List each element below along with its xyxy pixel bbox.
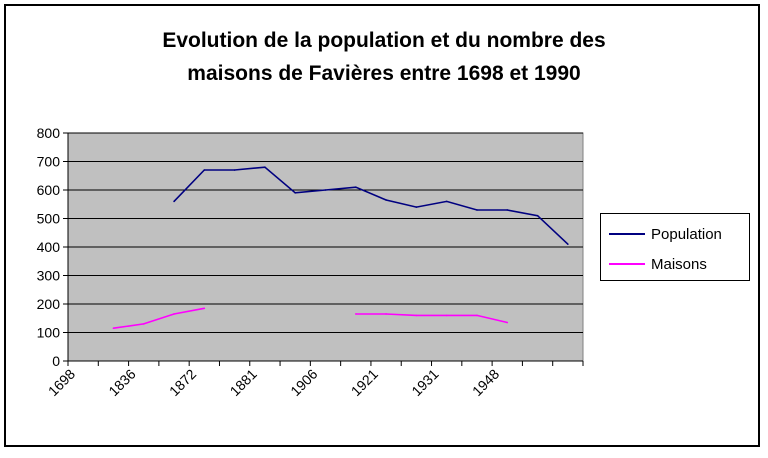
y-tick-label-400: 400 (37, 239, 61, 255)
x-tick-label-1698: 1698 (45, 366, 78, 399)
data-point-maisons-10 (385, 313, 387, 315)
data-point-population-5 (233, 169, 236, 171)
legend-swatch-maisons (609, 263, 645, 265)
x-tick-label-1906: 1906 (287, 366, 320, 399)
data-point-maisons-4 (203, 307, 206, 310)
y-tick-label-300: 300 (37, 268, 61, 284)
data-point-maisons-3 (173, 313, 175, 315)
legend-item-population: Population (609, 224, 722, 244)
y-tick-label-800: 800 (37, 125, 61, 141)
data-point-population-8 (324, 189, 327, 191)
data-point-population-3 (173, 200, 175, 203)
data-point-maisons-11 (415, 314, 418, 317)
data-point-population-13 (476, 209, 478, 211)
legend-label-population: Population (651, 225, 722, 243)
data-point-maisons-13 (476, 314, 478, 317)
data-point-population-6 (264, 166, 266, 168)
chart-legend: Population Maisons (600, 213, 750, 281)
x-tick-label-1948: 1948 (469, 366, 502, 399)
data-point-maisons-9 (354, 313, 357, 315)
data-point-population-14 (506, 209, 509, 211)
x-tick-label-1931: 1931 (408, 366, 441, 399)
series-line-maisons-0 (113, 307, 205, 329)
data-point-maisons-14 (506, 321, 509, 324)
data-point-population-12 (445, 200, 448, 203)
data-point-population-10 (385, 199, 387, 201)
chart-title: Evolution de la population et du nombre … (6, 24, 762, 90)
x-tick-label-1921: 1921 (348, 366, 381, 399)
y-tick-label-100: 100 (37, 325, 61, 341)
data-point-maisons-12 (445, 314, 448, 317)
x-tick-label-1872: 1872 (166, 366, 199, 399)
data-point-maisons-1 (112, 327, 115, 330)
legend-swatch-population (609, 233, 645, 235)
chart-title-line-2: maisons de Favières entre 1698 et 1990 (187, 62, 581, 85)
x-tick-label-1881: 1881 (227, 366, 260, 399)
y-tick-label-0: 0 (52, 353, 60, 369)
series-line-maisons-1 (355, 313, 508, 324)
series-line-population-0 (173, 166, 569, 245)
chart-title-line-1: Evolution de la population et du nombre … (162, 29, 606, 52)
y-tick-label-500: 500 (37, 211, 61, 227)
data-point-population-4 (203, 169, 206, 171)
y-tick-label-600: 600 (37, 182, 61, 198)
y-tick-label-200: 200 (37, 296, 61, 312)
legend-label-maisons: Maisons (651, 255, 707, 273)
data-point-population-15 (536, 214, 539, 217)
data-point-population-11 (415, 206, 418, 208)
legend-item-maisons: Maisons (609, 254, 707, 274)
data-point-maisons-2 (142, 323, 145, 325)
data-point-population-16 (567, 243, 569, 245)
data-point-population-9 (354, 186, 357, 188)
data-point-population-7 (294, 192, 297, 194)
y-tick-label-700: 700 (37, 154, 61, 170)
x-tick-label-1836: 1836 (105, 366, 138, 399)
